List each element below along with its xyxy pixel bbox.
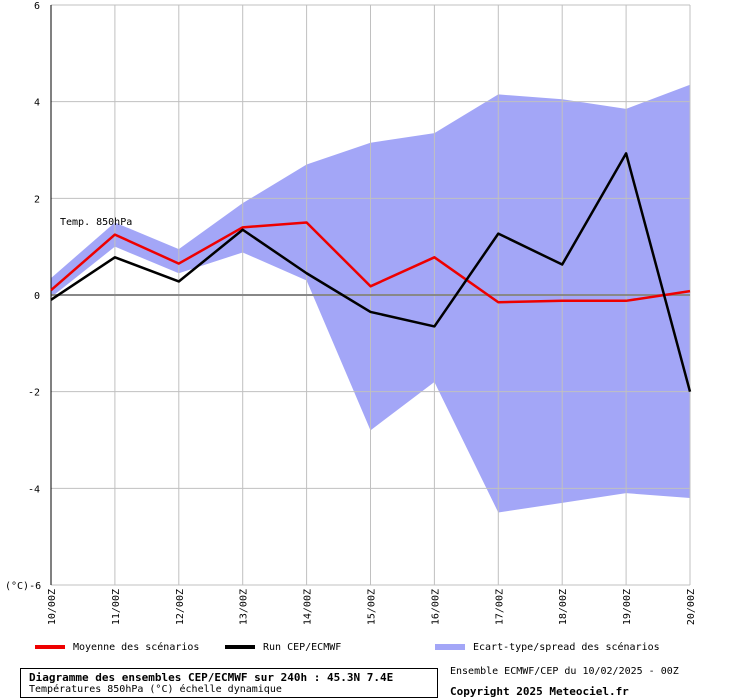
x-tick-label: 11/00Z [111,589,122,625]
ensemble-run-label: Ensemble ECMWF/CEP du 10/02/2025 - 00Z [450,666,679,677]
legend-spread: Ecart-type/spread des scénarios [435,640,660,654]
mean-line [50,221,691,304]
legend-spread-label: Ecart-type/spread des scénarios [473,641,660,653]
chart-subtitle: Températures 850hPa (°C) échelle dynamiq… [29,684,282,695]
y-unit-label: (°C)-6 [5,581,41,592]
legend-run-swatch [225,645,255,649]
series-annotation: Temp. 850hPa [60,217,132,228]
x-tick-label: 12/00Z [175,589,186,625]
info-box: Diagramme des ensembles CEP/ECMWF sur 24… [20,668,438,698]
x-tick-label: 17/00Z [494,589,505,625]
ensemble-chart: -4 -2 0 2 4 6 (°C)-6 10/00Z 11/00Z 12/00Z 13/00Z 14… [5,1,697,625]
x-tick-label: 10/00Z [47,589,58,625]
copyright-label: Copyright 2025 Meteociel.fr [450,685,629,698]
y-tick-label: -4 [28,484,40,495]
x-tick-label: 20/00Z [686,589,697,625]
x-tick-label: 19/00Z [622,589,633,625]
y-tick-label: 4 [34,98,40,109]
x-tick-label: 14/00Z [303,589,314,625]
y-tick-label: 6 [34,1,40,12]
legend-mean-label: Moyenne des scénarios [73,641,200,653]
y-tick-label: 2 [34,194,40,205]
y-tick-label: -2 [28,388,40,399]
x-tick-label: 16/00Z [430,589,441,625]
legend-run-label: Run CEP/ECMWF [263,641,342,653]
x-tick-label: 13/00Z [239,589,250,625]
y-tick-label: 0 [34,291,40,302]
legend-mean: Moyenne des scénarios [35,640,199,654]
legend-run: Run CEP/ECMWF [225,640,341,654]
x-tick-label: 18/00Z [558,589,569,625]
x-tick-label: 15/00Z [367,589,378,625]
chart-title: Diagramme des ensembles CEP/ECMWF sur 24… [29,671,394,684]
legend-spread-swatch [435,644,465,650]
run-line [50,152,692,392]
legend-mean-swatch [35,645,65,649]
